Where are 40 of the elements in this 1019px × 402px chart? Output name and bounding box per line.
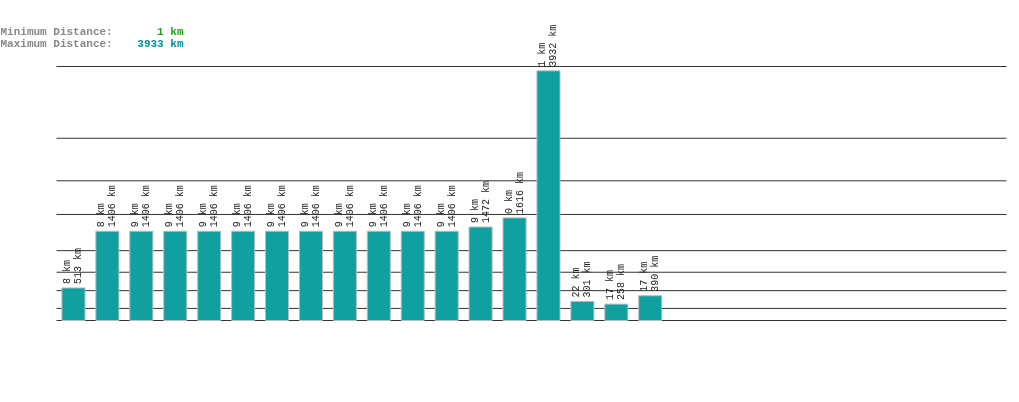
data-label: 9 km 1406 km [198,185,221,228]
bar [265,230,290,321]
data-label: 9 km 1406 km [401,185,424,228]
data-label: 9 km 1406 km [367,185,390,228]
bar [129,230,154,321]
data-label: 9 km 1406 km [164,185,187,228]
bar [638,295,663,321]
data-label: 17 km 390 km [639,255,662,292]
bar [400,230,425,321]
data-label: 9 km 1406 km [333,185,356,228]
data-label: 8 km 1406 km [96,185,119,228]
bar [298,230,323,321]
bar [536,70,561,321]
data-label: 9 km 1406 km [299,185,322,228]
data-label: 8 km 513 km [62,247,85,284]
bar [570,300,595,321]
data-label: 0 km 1616 km [503,171,526,214]
data-label: 22 km 301 km [571,261,594,298]
text: Maximum Distance: [0,37,113,50]
data-label: 1 km 3932 km [537,24,560,67]
bar [231,230,256,321]
data-label: 9 km 1406 km [232,185,255,228]
data-label: 9 km 1406 km [130,185,153,228]
bar [163,230,188,321]
bar [366,230,391,321]
text: Minimum Distance: [0,25,113,38]
bar [604,303,629,321]
text: 1 km [157,25,184,38]
bar [197,230,222,321]
data-label: 17 km 258 km [605,264,628,301]
text: 3933 km [137,37,184,50]
bar [332,230,357,321]
data-label: 9 km 1406 km [435,185,458,228]
bar [61,287,86,321]
bar [502,217,527,321]
bar [95,230,120,321]
bar [468,226,493,321]
data-label: 9 km 1472 km [469,181,492,224]
bar [434,230,459,321]
data-label: 9 km 1406 km [266,185,289,228]
